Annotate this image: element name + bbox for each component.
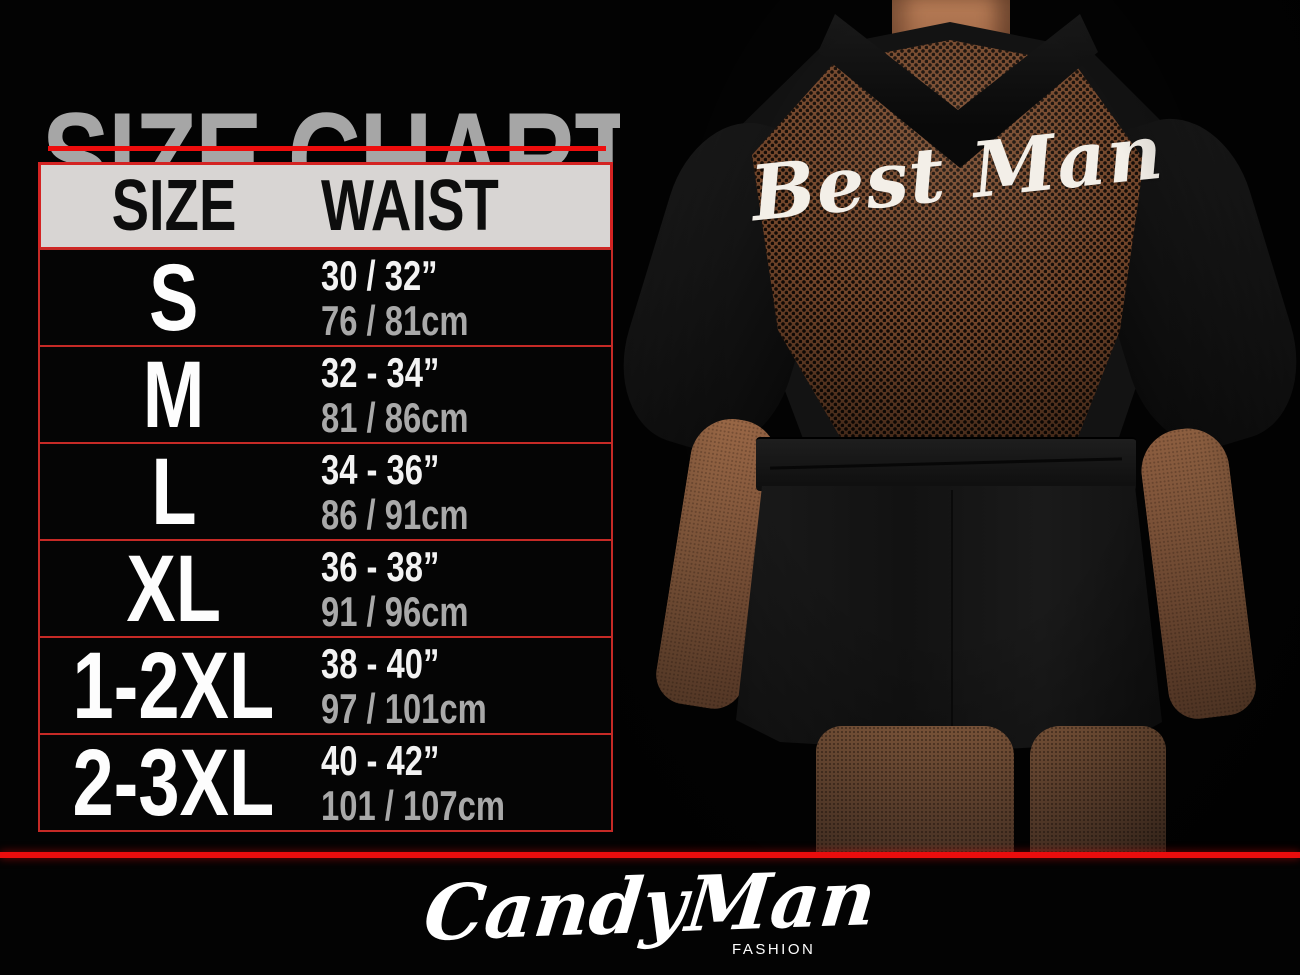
size-cell: L — [151, 438, 197, 545]
size-cell: M — [142, 341, 205, 448]
waist-inches: 32 - 34” — [321, 348, 440, 396]
waist-centimeters: 101 / 107cm — [321, 781, 506, 829]
waist-centimeters: 91 / 96cm — [321, 587, 469, 635]
size-cell: 1-2XL — [72, 632, 275, 739]
size-cell: 2-3XL — [72, 729, 275, 836]
size-cell: S — [148, 244, 199, 351]
waist-inches: 38 - 40” — [321, 639, 440, 687]
waist-cell: 32 - 34” 81 / 86cm — [307, 351, 611, 439]
waist-centimeters: 97 / 101cm — [321, 684, 488, 732]
waist-inches: 30 / 32” — [321, 251, 438, 299]
photo-vignette — [620, 0, 1300, 853]
product-photo: Best Man — [620, 0, 1300, 853]
brand-logo: CandyMan — [420, 852, 881, 959]
waist-inches: 40 - 42” — [321, 736, 440, 784]
brand-sub-label: FASHION — [732, 941, 816, 958]
size-cell: XL — [126, 535, 222, 642]
table-row-l: L 34 - 36” 86 / 91cm — [38, 442, 613, 541]
waist-centimeters: 76 / 81cm — [321, 296, 469, 344]
table-row-xl: XL 36 - 38” 91 / 96cm — [38, 539, 613, 638]
table-row-1-2xl: 1-2XL 38 - 40” 97 / 101cm — [38, 636, 613, 735]
waist-cell: 30 / 32” 76 / 81cm — [307, 254, 611, 342]
table-row-s: S 30 / 32” 76 / 81cm — [38, 248, 613, 347]
column-header-waist: WAIST — [321, 166, 500, 246]
waist-centimeters: 86 / 91cm — [321, 490, 469, 538]
column-header-size: SIZE — [111, 166, 237, 246]
size-table: SIZE WAIST S 30 / 32” 76 / 81cm M 32 - 3… — [38, 162, 613, 832]
waist-cell: 36 - 38” 91 / 96cm — [307, 545, 611, 633]
bottom-rule — [0, 852, 1300, 858]
waist-cell: 40 - 42” 101 / 107cm — [307, 739, 611, 827]
waist-centimeters: 81 / 86cm — [321, 393, 469, 441]
waist-inches: 36 - 38” — [321, 542, 440, 590]
table-row-2-3xl: 2-3XL 40 - 42” 101 / 107cm — [38, 733, 613, 832]
title-underline-rule — [48, 146, 606, 151]
waist-inches: 34 - 36” — [321, 445, 440, 493]
size-table-header-row: SIZE WAIST — [38, 162, 613, 250]
waist-cell: 38 - 40” 97 / 101cm — [307, 642, 611, 730]
waist-cell: 34 - 36” 86 / 91cm — [307, 448, 611, 536]
table-row-m: M 32 - 34” 81 / 86cm — [38, 345, 613, 444]
